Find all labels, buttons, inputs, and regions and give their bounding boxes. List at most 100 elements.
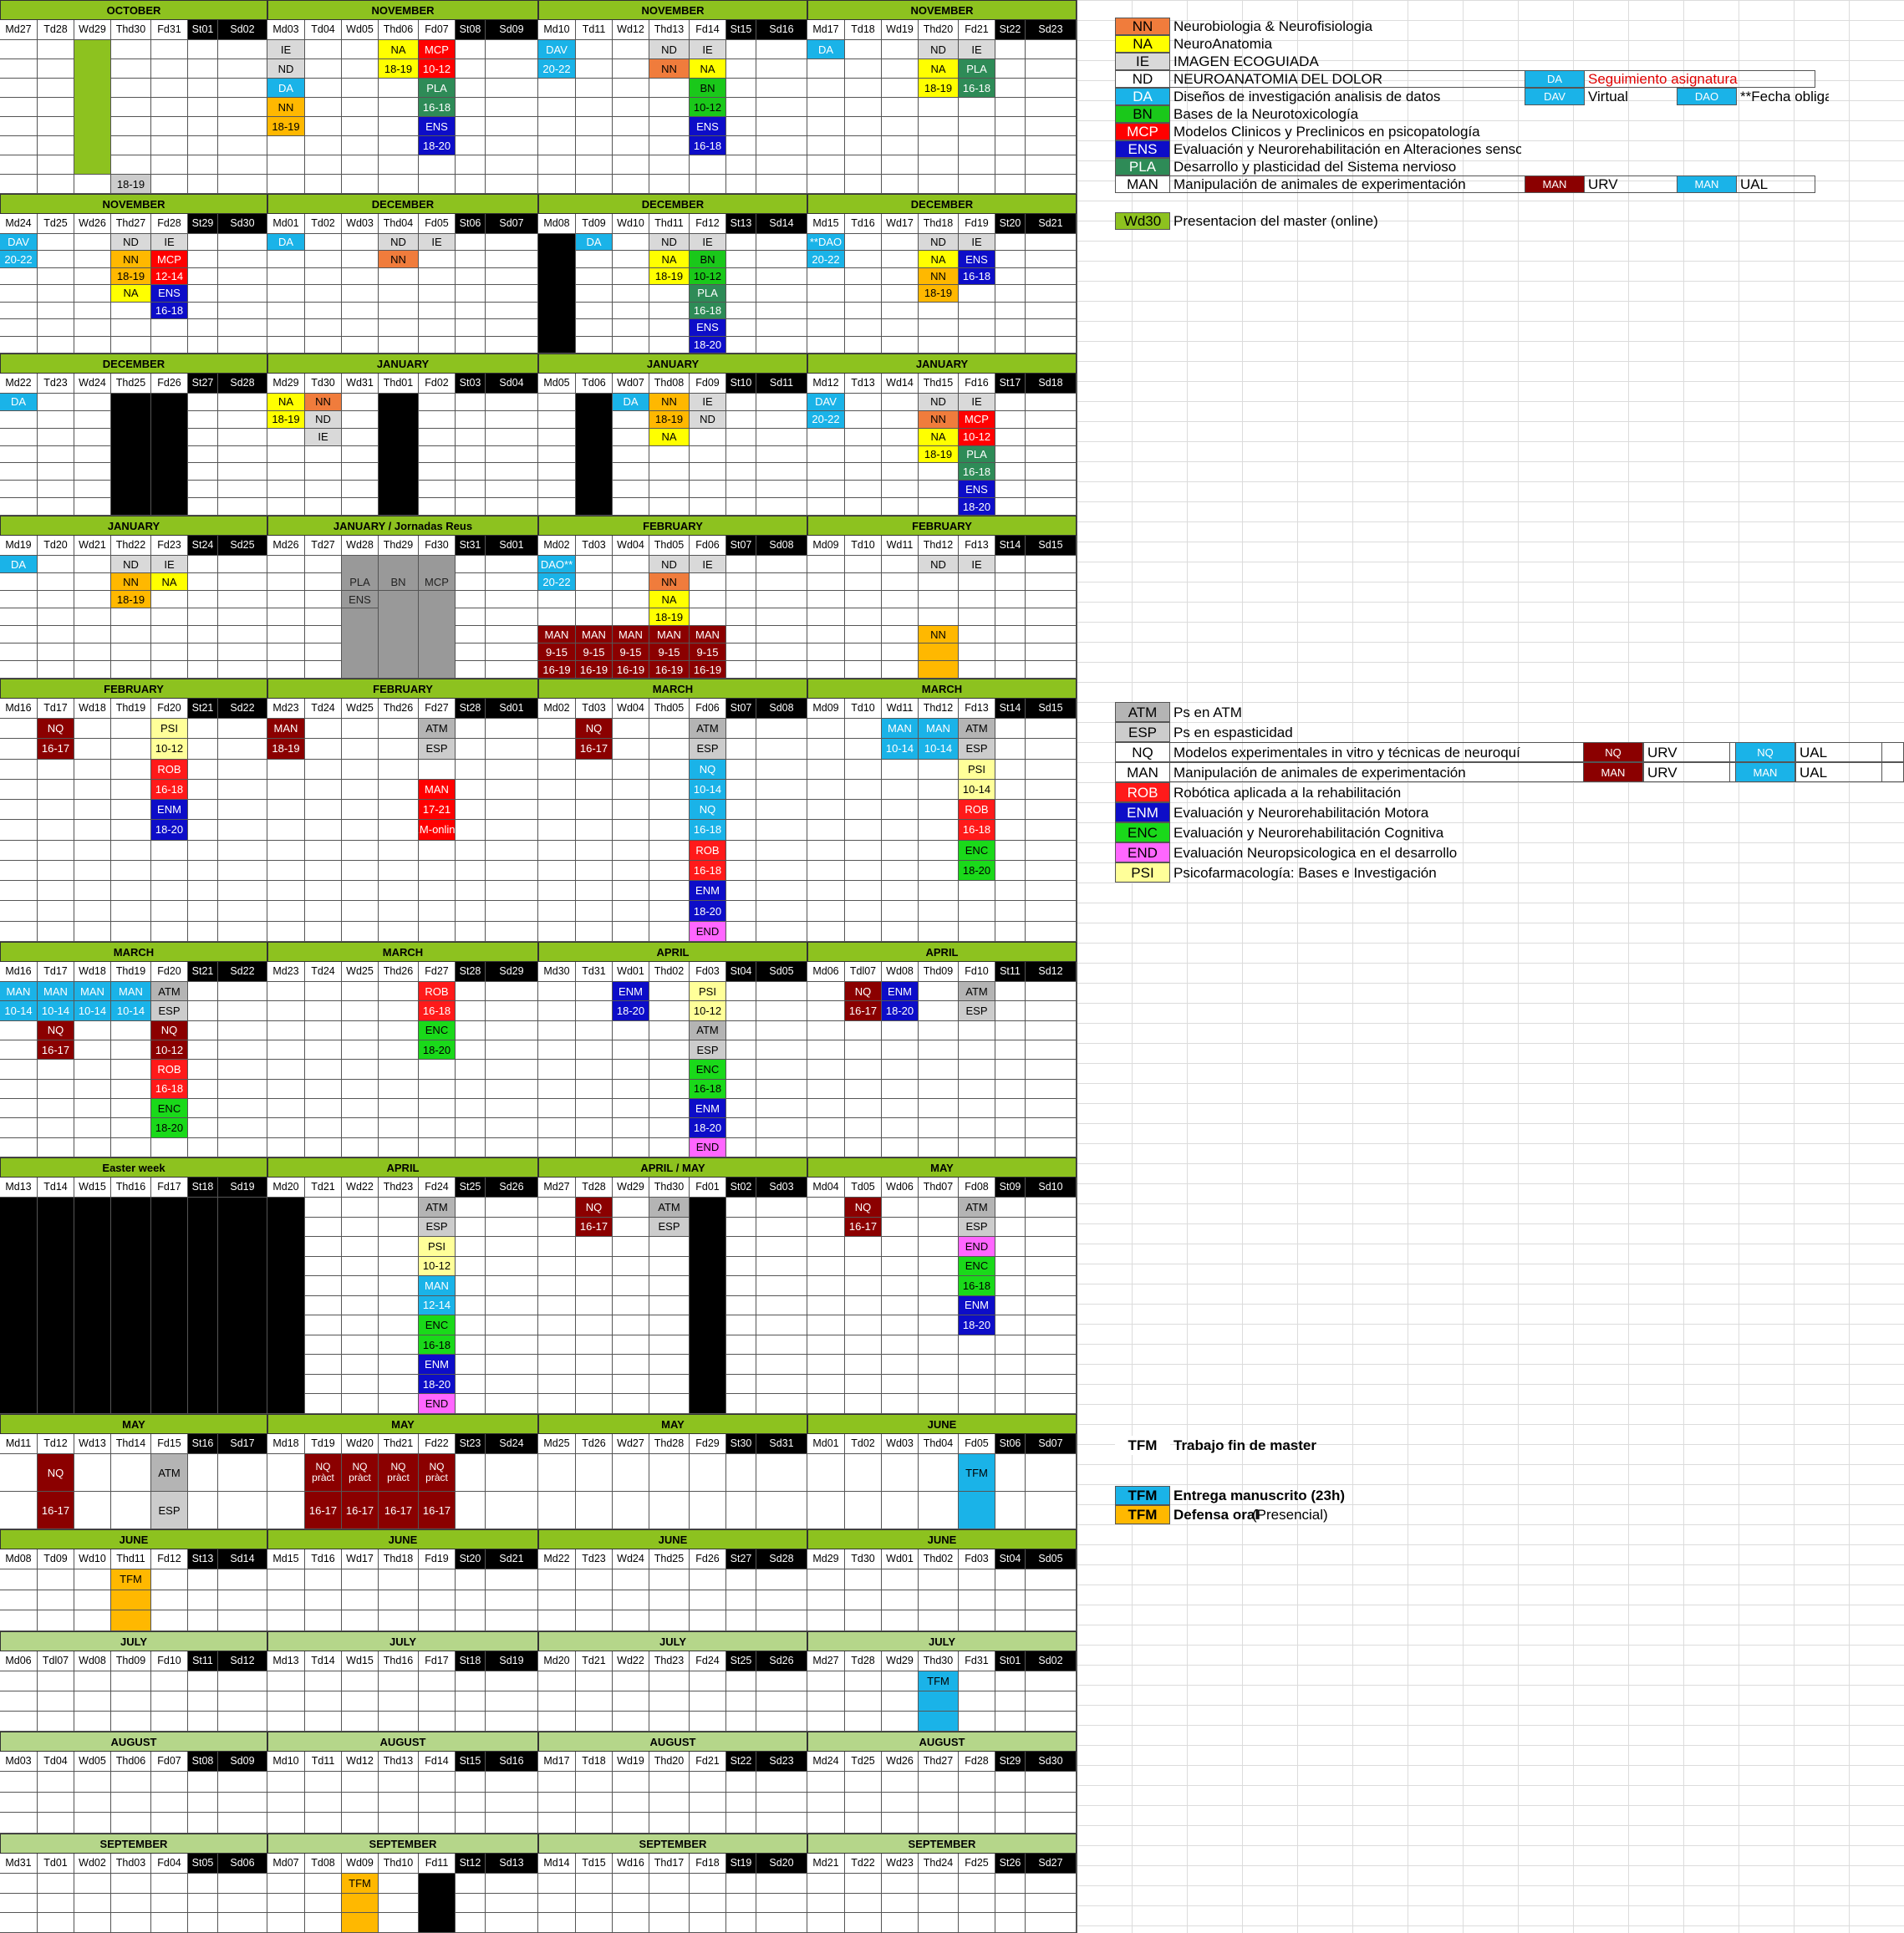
class-slot[interactable]: ATM [151,982,188,1002]
class-slot[interactable] [111,394,151,516]
class-slot[interactable]: XM-online [419,820,456,841]
class-slot[interactable]: 18-19 [267,410,305,429]
class-slot[interactable]: 9-15 [690,643,726,661]
class-slot[interactable]: 18-19 [919,445,959,464]
class-slot[interactable]: 20-22 [0,251,38,268]
class-slot[interactable]: 16-18 [419,1001,456,1021]
class-slot[interactable]: ND [649,234,690,252]
class-slot[interactable]: 16-18 [959,820,995,841]
class-slot[interactable]: NN [649,394,690,411]
class-slot[interactable]: 16-17 [38,739,74,760]
class-slot[interactable]: NQ [151,1020,188,1040]
class-slot[interactable]: 10-14 [959,779,995,801]
class-slot[interactable]: 12-14 [419,1295,456,1316]
class-slot[interactable] [919,1712,959,1732]
class-slot[interactable]: ESP [649,1217,690,1238]
class-slot[interactable]: END [959,1237,995,1257]
class-slot[interactable]: ESP [959,1217,995,1238]
class-slot[interactable]: 10-14 [38,1001,74,1021]
class-slot[interactable] [74,1198,111,1414]
class-slot[interactable]: 16-17 [38,1492,74,1529]
class-slot[interactable]: IE [690,234,726,252]
class-slot[interactable]: ATM [419,719,456,740]
class-slot[interactable]: ESP [151,1001,188,1021]
class-slot[interactable]: ESP [151,1492,188,1529]
class-slot[interactable]: ND [111,556,151,573]
class-slot[interactable]: 9-15 [649,643,690,661]
class-slot[interactable]: 18-19 [649,267,690,286]
class-slot[interactable]: 18-20 [151,1118,188,1138]
class-slot[interactable]: NN [379,251,419,268]
class-slot[interactable]: ENC [419,1020,456,1040]
class-slot[interactable]: 16-18 [151,779,188,801]
class-slot[interactable]: ND [919,556,959,573]
class-slot[interactable]: NQ pràct [342,1454,379,1492]
class-slot[interactable]: 10-12 [690,98,726,117]
class-slot[interactable]: IE [959,234,995,252]
class-slot[interactable]: 18-19 [111,175,151,194]
class-slot[interactable]: MAN [882,719,919,740]
class-slot[interactable] [576,394,613,516]
class-slot[interactable]: TFM [111,1569,151,1590]
class-slot[interactable]: IE [690,394,726,411]
class-slot[interactable]: BN [379,573,419,591]
class-slot[interactable] [690,1198,726,1414]
class-slot[interactable] [919,643,959,661]
class-slot[interactable]: IE [151,234,188,252]
class-slot[interactable] [379,394,419,516]
class-slot[interactable]: MCP [151,251,188,268]
class-slot[interactable]: 10-12 [690,1001,726,1021]
class-slot[interactable]: 18-20 [882,1001,919,1021]
class-slot[interactable]: NQ pràct [419,1454,456,1492]
class-slot[interactable] [188,1198,218,1414]
class-slot[interactable]: 10-14 [111,1001,151,1021]
class-slot[interactable] [0,1198,38,1414]
class-slot[interactable]: NA [649,251,690,268]
class-slot[interactable]: ESP [419,1217,456,1238]
class-slot[interactable]: ATM [959,1198,995,1218]
class-slot[interactable]: ND [649,556,690,573]
class-slot[interactable]: TFM [342,1874,379,1894]
class-slot[interactable]: DAV [0,234,38,252]
class-slot[interactable]: NQ pràct [379,1454,419,1492]
class-slot[interactable]: ESP [690,1040,726,1061]
class-slot[interactable]: 18-20 [690,901,726,922]
class-slot[interactable]: 18-19 [267,117,305,136]
class-slot[interactable]: IE [959,556,995,573]
class-slot[interactable]: 16-18 [419,1335,456,1356]
class-slot[interactable]: 20-22 [807,251,845,268]
class-slot[interactable]: ENS [419,117,456,136]
class-slot[interactable]: 18-20 [690,1118,726,1138]
class-slot[interactable]: NA [919,428,959,446]
class-slot[interactable]: MAN [38,982,74,1002]
class-slot[interactable]: IE [151,556,188,573]
class-slot[interactable]: MAN [419,779,456,801]
class-slot[interactable]: 16-19 [649,661,690,679]
class-slot[interactable]: ENM [959,1295,995,1316]
class-slot[interactable]: BN [690,79,726,98]
class-slot[interactable]: 18-20 [419,136,456,155]
class-slot[interactable]: PSI [959,759,995,780]
class-slot[interactable]: ND [919,40,959,59]
class-slot[interactable]: 16-18 [959,1276,995,1296]
class-slot[interactable]: ENC [690,1060,726,1080]
class-slot[interactable]: 16-19 [613,661,649,679]
class-slot[interactable]: PSI [151,719,188,740]
class-slot[interactable]: 16-18 [690,860,726,882]
class-slot[interactable]: 16-17 [342,1492,379,1529]
class-slot[interactable]: ENS [690,117,726,136]
class-slot[interactable] [342,1913,379,1933]
class-slot[interactable]: 16-19 [538,661,576,679]
class-slot[interactable]: ESP [959,739,995,760]
class-slot[interactable]: 10-12 [959,428,995,446]
class-slot[interactable]: DA [0,394,38,411]
class-slot[interactable]: ENC [151,1099,188,1119]
class-slot[interactable]: MAN [690,626,726,643]
class-slot[interactable]: NN [267,98,305,117]
class-slot[interactable]: MAN [74,982,111,1002]
class-slot[interactable]: PLA [959,59,995,79]
class-slot[interactable]: 10-14 [882,739,919,760]
class-slot[interactable]: ATM [959,719,995,740]
class-slot[interactable]: IE [690,40,726,59]
class-slot[interactable]: 18-20 [959,1315,995,1335]
